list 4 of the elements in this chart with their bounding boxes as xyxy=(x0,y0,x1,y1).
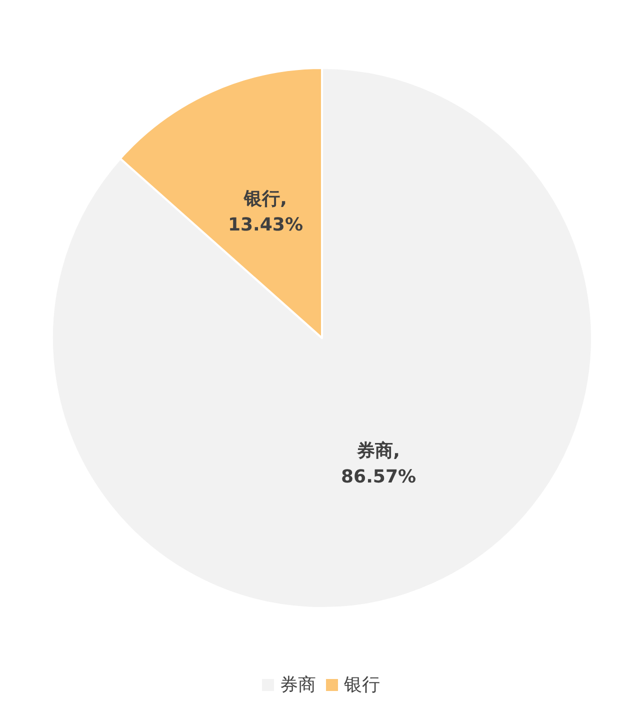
data-label: 银行, 13.43% xyxy=(228,188,303,236)
legend-label: 券商 xyxy=(280,674,316,696)
data-label: 券商, 86.57% xyxy=(341,440,416,488)
legend-label: 银行 xyxy=(343,674,380,696)
